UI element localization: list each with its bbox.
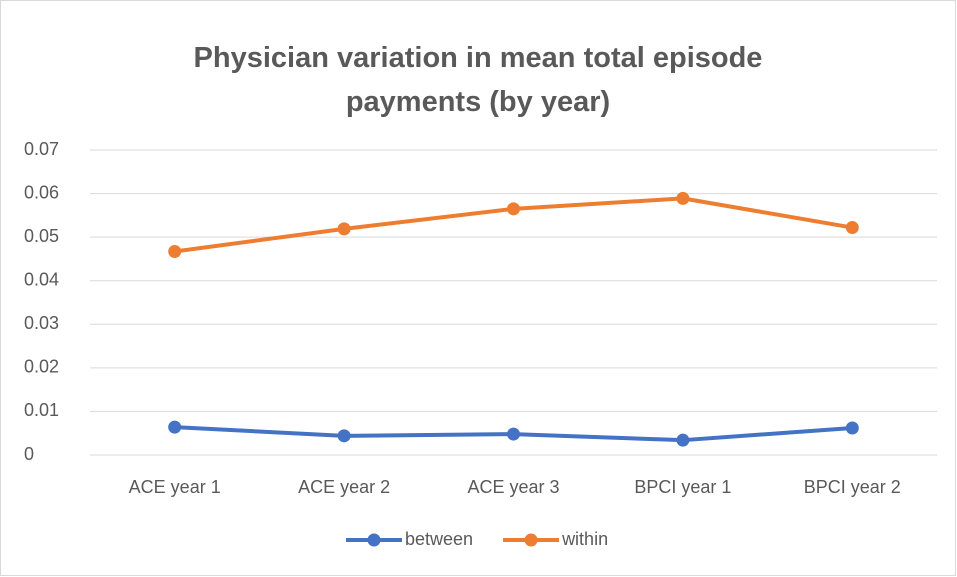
data-point xyxy=(507,202,520,216)
x-tick-label: BPCI year 2 xyxy=(804,477,901,497)
x-tick-label: ACE year 2 xyxy=(298,477,390,497)
data-point xyxy=(168,420,182,434)
data-point xyxy=(845,221,859,235)
legend-label: between xyxy=(405,529,473,549)
data-point xyxy=(676,191,690,205)
y-tick-label: 0 xyxy=(24,444,34,464)
y-tick-label: 0.02 xyxy=(24,357,59,377)
x-tick-label: BPCI year 1 xyxy=(634,477,731,497)
legend-marker xyxy=(367,533,381,547)
legend-label: within xyxy=(561,529,608,549)
legend-marker xyxy=(524,533,538,547)
y-tick-label: 0.05 xyxy=(24,226,59,246)
data-point xyxy=(507,427,520,441)
y-tick-label: 0.06 xyxy=(24,182,59,202)
x-tick-label: ACE year 3 xyxy=(467,477,559,497)
y-tick-label: 0.04 xyxy=(24,269,59,289)
y-tick-label: 0.07 xyxy=(24,139,59,159)
y-tick-label: 0.01 xyxy=(24,400,59,420)
y-tick-label: 0.03 xyxy=(24,313,59,333)
chart-title: Physician variation in mean total episod… xyxy=(193,42,763,118)
data-point xyxy=(168,245,182,259)
data-point xyxy=(845,421,859,435)
data-point xyxy=(337,222,351,236)
data-point xyxy=(676,433,690,447)
x-tick-label: ACE year 1 xyxy=(129,477,221,497)
data-point xyxy=(337,429,351,443)
